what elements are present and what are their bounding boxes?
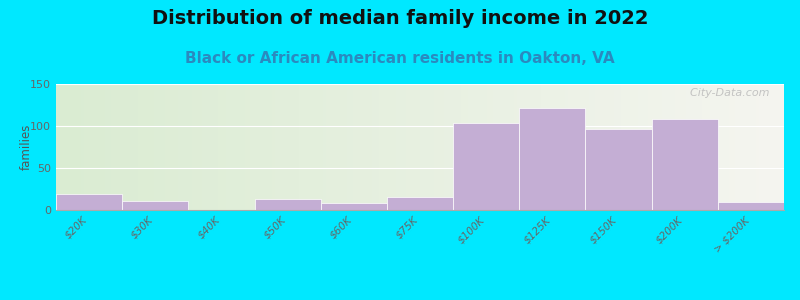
Bar	[321, 203, 387, 210]
Bar	[122, 201, 188, 210]
Bar	[718, 202, 784, 210]
Bar	[56, 194, 122, 210]
Bar	[519, 108, 586, 210]
Text: Black or African American residents in Oakton, VA: Black or African American residents in O…	[185, 51, 615, 66]
Bar	[254, 199, 321, 210]
Y-axis label: families: families	[19, 124, 33, 170]
Bar	[387, 197, 453, 210]
Bar	[652, 119, 718, 210]
Bar	[586, 128, 652, 210]
Bar	[453, 124, 519, 210]
Text: City-Data.com: City-Data.com	[683, 88, 770, 98]
Text: Distribution of median family income in 2022: Distribution of median family income in …	[152, 9, 648, 28]
